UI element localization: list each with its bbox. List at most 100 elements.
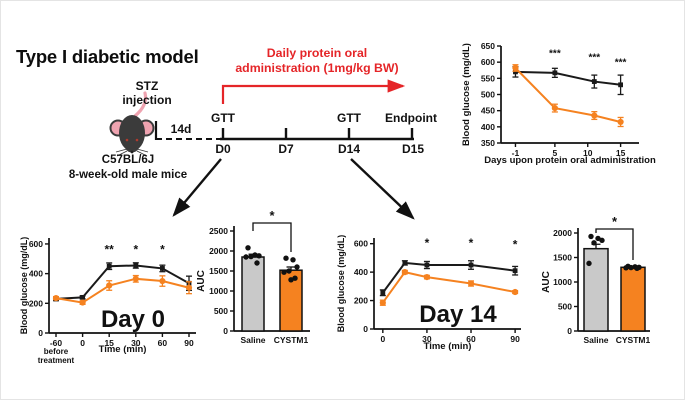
svg-text:Saline: Saline [583, 335, 608, 345]
strain-line1: C57BL/6J [101, 154, 155, 166]
timeline-d15-label: D15 [401, 142, 424, 156]
series-CYSTM1 [514, 67, 621, 123]
svg-text:*: * [269, 208, 275, 223]
svg-text:before: before [44, 347, 69, 356]
svg-text:500: 500 [214, 306, 228, 316]
svg-text:2000: 2000 [209, 246, 228, 256]
svg-text:15: 15 [616, 148, 626, 158]
series-Saline [515, 70, 621, 86]
timeline-d0-label: D0 [215, 142, 231, 156]
svg-text:Time (min): Time (min) [99, 344, 147, 355]
bar-Saline [241, 256, 265, 332]
svg-text:450: 450 [481, 106, 495, 116]
svg-text:*: * [425, 236, 430, 250]
timeline-gtt2-label: GTT [337, 111, 361, 125]
svg-text:*: * [133, 243, 138, 257]
chart-auc-day14: 0 500 1000 1500 2000 Saline CYSTM1 AUC * [541, 214, 651, 345]
svg-text:10: 10 [583, 148, 593, 158]
figure-title: Type I diabetic model [16, 46, 199, 67]
svg-text:Day 14: Day 14 [419, 301, 497, 328]
svg-text:Day 0: Day 0 [101, 306, 165, 333]
svg-text:1000: 1000 [209, 286, 228, 296]
timeline-gtt1-label: GTT [211, 111, 235, 125]
bar-CYSTM1 [620, 266, 646, 332]
sig-bracket [595, 228, 634, 260]
svg-text:90: 90 [510, 334, 520, 344]
svg-text:600: 600 [354, 239, 368, 249]
svg-text:***: *** [549, 49, 561, 60]
treatment-timeline [154, 121, 414, 141]
svg-text:500: 500 [481, 90, 495, 100]
chart-auc-day0: 0 500 1000 1500 2000 2500 Saline CYSTM1 AUC * [196, 208, 310, 345]
svg-text:CYSTM1: CYSTM1 [274, 335, 309, 345]
treatment-note-line2: administration (1mg/kg BW) [235, 61, 399, 75]
mouse-eye-left [125, 138, 129, 142]
svg-text:treatment: treatment [38, 356, 75, 365]
mouse-strain-label: C57BL/6J 8-week-old male mice [28, 153, 228, 183]
svg-text:Blood glucose (mg/dL): Blood glucose (mg/dL) [336, 235, 346, 333]
svg-text:30: 30 [131, 338, 141, 348]
svg-text:0: 0 [223, 326, 228, 336]
strain-line2: 8-week-old male mice [68, 169, 188, 181]
daily-treatment-note: Daily protein oral administration (1mg/k… [215, 46, 419, 76]
svg-text:30: 30 [422, 334, 432, 344]
svg-text:-1: -1 [512, 148, 520, 158]
svg-text:400: 400 [354, 267, 368, 277]
chart-gtt-day0: 0 200 400 600 -60 0 15 30 60 90 Blood glucose (mg/… [19, 237, 196, 365]
mouse-head [124, 137, 140, 153]
timeline-d7-label: D7 [278, 142, 294, 156]
svg-text:600: 600 [481, 57, 495, 67]
svg-text:5: 5 [553, 148, 558, 158]
series-Saline [55, 264, 190, 300]
mouse-eye-right [135, 138, 139, 142]
svg-text:400: 400 [29, 269, 43, 279]
svg-text:1500: 1500 [209, 266, 228, 276]
svg-text:0: 0 [363, 324, 368, 334]
svg-text:0: 0 [80, 338, 85, 348]
series-CYSTM1 [55, 277, 190, 304]
interval-14d-label: 14d [170, 122, 192, 136]
svg-text:2500: 2500 [209, 226, 228, 236]
svg-text:600: 600 [29, 239, 43, 249]
svg-text:CYSTM1: CYSTM1 [616, 335, 651, 345]
svg-text:350: 350 [481, 138, 495, 148]
svg-text:**: ** [105, 243, 115, 257]
svg-text:1500: 1500 [553, 253, 572, 263]
stz-line2: injection [122, 93, 172, 107]
svg-text:AUC: AUC [541, 271, 552, 293]
series-CYSTM1 [382, 271, 516, 304]
svg-text:400: 400 [481, 122, 495, 132]
arrow-to-day0-chart [172, 158, 222, 217]
svg-text:1000: 1000 [553, 277, 572, 287]
svg-text:-60: -60 [50, 338, 63, 348]
timeline-d14-label: D14 [337, 142, 360, 156]
daily-treatment-arrow [221, 79, 406, 104]
svg-text:60: 60 [158, 338, 168, 348]
stz-line1: STZ [135, 79, 159, 93]
mouse-nose [130, 150, 134, 154]
sig-bracket [252, 222, 292, 252]
mouse-icon [109, 91, 155, 157]
svg-text:*: * [513, 238, 518, 252]
svg-text:*: * [469, 236, 474, 250]
treatment-note-line1: Daily protein oral [266, 46, 368, 60]
svg-text:Time (min): Time (min) [424, 341, 472, 352]
svg-text:***: *** [588, 53, 600, 64]
svg-text:90: 90 [184, 338, 194, 348]
svg-text:200: 200 [354, 296, 368, 306]
svg-text:2000: 2000 [553, 228, 572, 238]
chart-gtt-day14: 0 200 400 600 0 30 60 90 Blood glucose (mg/dL) Ti… [336, 235, 521, 352]
svg-text:*: * [612, 214, 618, 229]
mouse-whiskers [115, 148, 149, 157]
svg-text:650: 650 [481, 41, 495, 51]
svg-text:60: 60 [466, 334, 476, 344]
svg-text:Blood glucose (mg/dL): Blood glucose (mg/dL) [461, 43, 472, 146]
stz-injection-label: STZ injection [107, 79, 187, 107]
svg-text:0: 0 [380, 334, 385, 344]
svg-text:AUC: AUC [196, 270, 207, 292]
chart-protein-administration: 350 400 450 500 550 600 650 -1 5 10 15 Blood glucos… [461, 41, 656, 166]
svg-text:Blood glucose (mg/dL): Blood glucose (mg/dL) [19, 237, 29, 335]
svg-text:Saline: Saline [240, 335, 265, 345]
